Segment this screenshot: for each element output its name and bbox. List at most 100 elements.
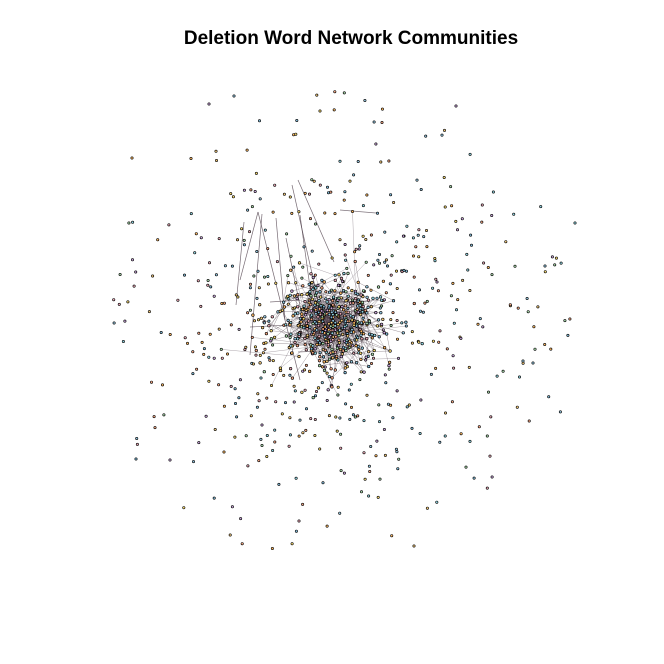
network-node: [412, 544, 416, 548]
network-node: [469, 233, 473, 237]
network-node: [321, 481, 325, 485]
network-edge: [275, 217, 286, 321]
network-node: [310, 313, 314, 317]
network-node: [377, 261, 381, 265]
network-node: [331, 303, 335, 307]
network-node: [513, 264, 517, 268]
network-node: [329, 367, 333, 371]
network-node: [476, 322, 480, 326]
network-node: [370, 333, 374, 337]
network-edge: [249, 213, 263, 356]
network-node: [263, 347, 267, 351]
network-node: [294, 476, 298, 480]
network-node: [333, 90, 337, 94]
network-edge: [263, 344, 329, 353]
network-node: [404, 320, 408, 324]
network-node: [301, 502, 305, 506]
network-edge: [359, 305, 385, 348]
network-node: [156, 238, 160, 242]
network-node: [280, 412, 284, 416]
network-node: [543, 270, 547, 274]
network-node: [416, 233, 420, 237]
network-node: [295, 119, 299, 123]
network-node: [296, 293, 300, 297]
network-node: [273, 183, 277, 187]
network-node: [331, 335, 335, 339]
network-node: [404, 324, 408, 328]
network-node: [359, 357, 363, 362]
network-node: [344, 402, 348, 406]
network-node: [302, 245, 306, 249]
network-node: [317, 262, 321, 266]
network-node: [134, 457, 138, 461]
network-node: [244, 434, 248, 438]
network-node: [271, 210, 275, 214]
network-node: [265, 454, 269, 458]
network-node: [336, 331, 340, 335]
network-node: [559, 261, 563, 265]
network-node: [325, 300, 329, 304]
network-node: [563, 319, 567, 323]
network-node: [365, 295, 369, 299]
network-node: [282, 305, 287, 309]
network-node: [112, 321, 116, 325]
network-node: [374, 142, 378, 146]
network-node: [240, 227, 244, 231]
network-node: [425, 245, 429, 249]
network-node: [435, 280, 439, 284]
network-node: [352, 173, 356, 177]
network-node: [373, 333, 377, 338]
network-node: [147, 310, 151, 314]
network-node: [377, 318, 381, 322]
network-node: [333, 321, 337, 325]
network-node: [488, 454, 492, 458]
network-node: [311, 351, 315, 355]
network-node: [314, 312, 318, 316]
network-node: [291, 314, 295, 318]
network-node: [168, 332, 172, 336]
network-node: [252, 362, 256, 366]
network-node: [329, 306, 334, 310]
network-edge: [316, 292, 334, 298]
network-node: [335, 301, 339, 305]
network-node: [357, 347, 361, 352]
network-node: [554, 256, 558, 260]
network-node: [300, 293, 304, 297]
network-node: [324, 341, 328, 345]
network-node: [330, 385, 334, 389]
network-node: [253, 319, 257, 323]
network-node: [313, 320, 317, 324]
network-node: [369, 361, 373, 365]
network-node: [321, 319, 325, 323]
network-node: [311, 344, 315, 348]
network-node: [442, 176, 446, 180]
network-node: [288, 335, 292, 340]
network-node: [375, 324, 380, 328]
network-node: [256, 318, 260, 322]
network-node: [359, 490, 363, 494]
network-node: [308, 369, 312, 374]
network-node: [391, 416, 395, 420]
network-node: [309, 272, 313, 276]
network-node: [454, 104, 458, 108]
network-node: [331, 356, 335, 360]
network-node: [543, 264, 547, 268]
network-node: [379, 160, 383, 164]
network-node: [330, 331, 334, 335]
network-node: [194, 232, 198, 236]
network-node: [217, 237, 221, 241]
network-node: [304, 321, 309, 325]
network-node: [391, 311, 395, 315]
network-node: [422, 235, 426, 239]
network-node: [305, 292, 309, 296]
network-node: [339, 355, 343, 359]
network-node: [353, 415, 357, 419]
network-node: [296, 324, 300, 328]
network-node: [223, 264, 227, 268]
network-node: [384, 381, 388, 385]
network-node: [301, 431, 305, 435]
network-node: [317, 310, 321, 314]
network-node: [337, 343, 341, 348]
network-node: [437, 340, 441, 344]
network-node: [290, 376, 295, 380]
